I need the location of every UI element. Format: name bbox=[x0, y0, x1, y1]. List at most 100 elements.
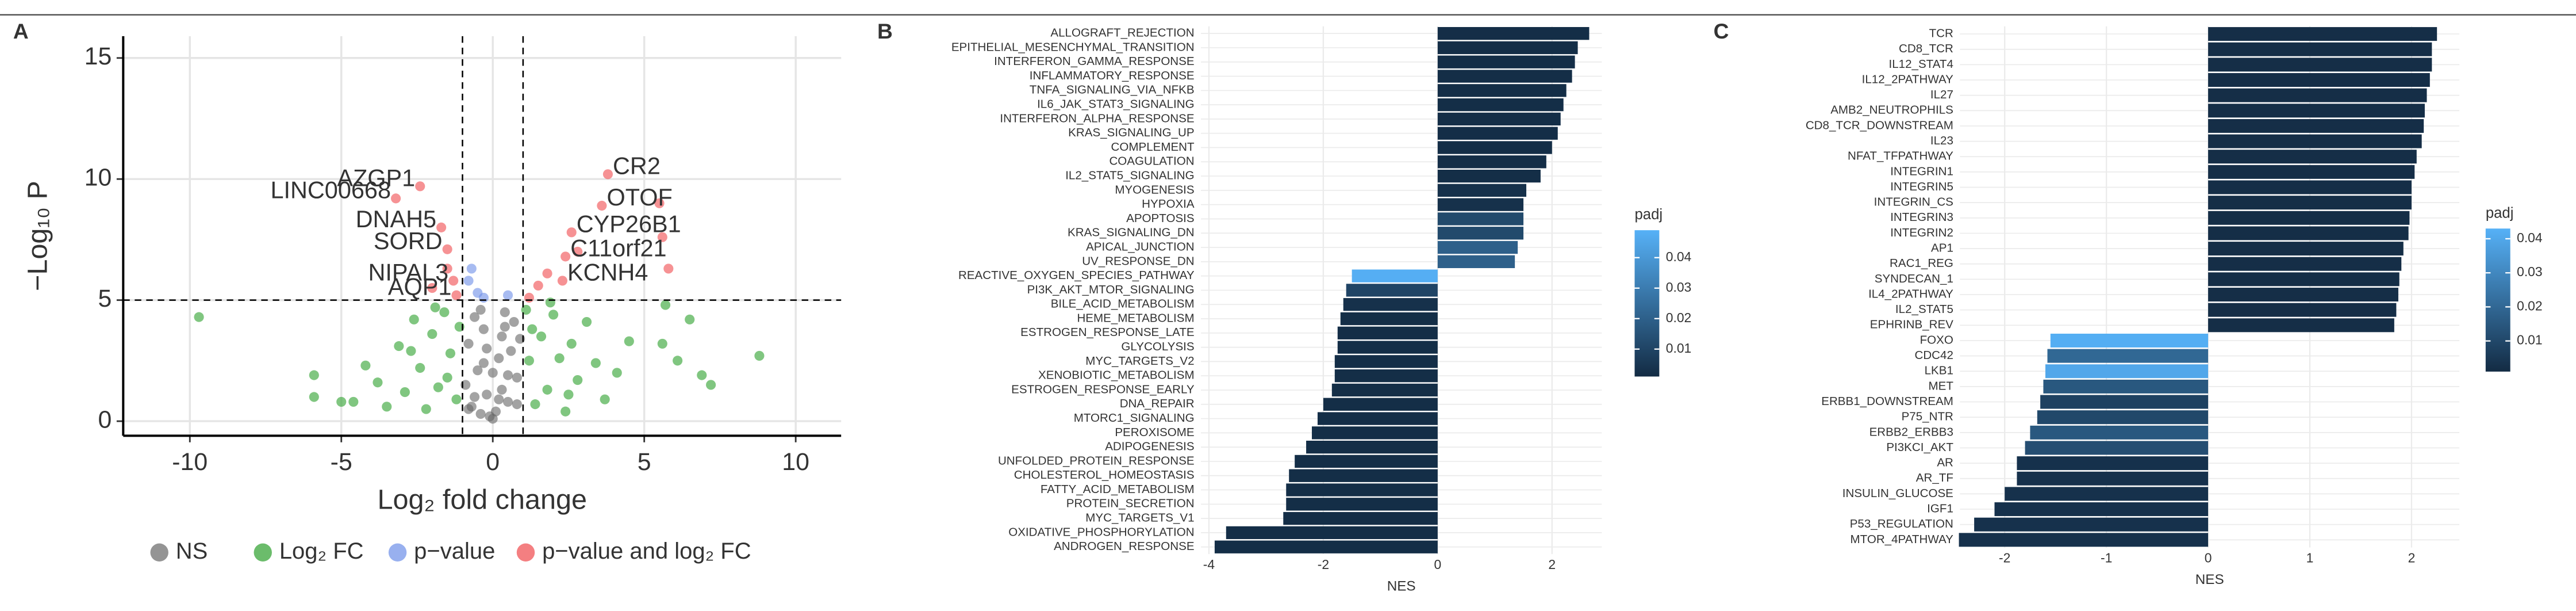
category-label: OXIDATIVE_PHOSPHORYLATION bbox=[1008, 525, 1194, 539]
point bbox=[502, 370, 513, 380]
point bbox=[560, 406, 571, 417]
x-tick-label: 5 bbox=[638, 448, 651, 476]
bar bbox=[2045, 364, 2209, 379]
gene-label: CYP26B1 bbox=[577, 210, 681, 237]
bar bbox=[1317, 412, 1438, 425]
bar bbox=[2208, 211, 2410, 225]
legend-key bbox=[388, 543, 407, 562]
point bbox=[697, 370, 707, 380]
bar bbox=[1437, 141, 1552, 154]
gene-label: AZGP1 bbox=[337, 164, 415, 191]
point bbox=[685, 314, 695, 324]
bar bbox=[2208, 288, 2398, 302]
point bbox=[421, 404, 431, 414]
bar bbox=[2208, 27, 2437, 41]
point bbox=[533, 280, 543, 291]
point bbox=[509, 316, 519, 327]
bar bbox=[1306, 440, 1438, 454]
point bbox=[433, 382, 443, 392]
bar bbox=[1437, 227, 1524, 240]
category-label: P75_NTR bbox=[1902, 410, 1953, 423]
x-tick-label: 0 bbox=[1434, 557, 1441, 572]
bar bbox=[2047, 349, 2209, 363]
point bbox=[430, 302, 440, 312]
point bbox=[451, 394, 462, 404]
x-tick-label: 10 bbox=[782, 448, 809, 476]
bar bbox=[1437, 240, 1518, 254]
x-tick-label: -2 bbox=[1999, 551, 2010, 566]
bar bbox=[1437, 169, 1541, 183]
category-label: INTERFERON_GAMMA_RESPONSE bbox=[994, 55, 1194, 68]
gene-label: CR2 bbox=[613, 152, 661, 179]
legend-label: p−value bbox=[414, 539, 495, 564]
legend-tick-label: 0.03 bbox=[1666, 280, 1692, 295]
category-label: IL23 bbox=[1930, 134, 1953, 147]
bar bbox=[2005, 487, 2209, 501]
category-label: MYOGENESIS bbox=[1115, 183, 1194, 196]
category-label: TNFA_SIGNALING_VIA_NFKB bbox=[1030, 83, 1195, 97]
legend-tick-label: 0.01 bbox=[2517, 333, 2543, 347]
bar bbox=[2208, 42, 2432, 56]
point bbox=[442, 372, 452, 383]
category-label: ERBB1_DOWNSTREAM bbox=[1821, 395, 1953, 408]
bar bbox=[2208, 272, 2400, 287]
category-label: MTOR_4PATHWAY bbox=[1851, 533, 1954, 546]
bar bbox=[1437, 255, 1515, 268]
point bbox=[663, 264, 674, 274]
category-label: IL12_STAT4 bbox=[1889, 58, 1953, 71]
point bbox=[478, 358, 489, 368]
point bbox=[427, 283, 437, 293]
point bbox=[597, 200, 607, 211]
category-label: AR bbox=[1937, 456, 1953, 469]
point bbox=[560, 251, 571, 262]
point bbox=[478, 292, 489, 303]
category-label: BILE_ACID_METABOLISM bbox=[1051, 297, 1195, 311]
point bbox=[497, 384, 507, 395]
category-label: TCR bbox=[1929, 27, 1953, 40]
legend-title: padj bbox=[2486, 205, 2514, 221]
point bbox=[478, 324, 489, 334]
y-tick-label: 15 bbox=[85, 43, 112, 70]
bar bbox=[1346, 284, 1438, 297]
x-tick-label: 2 bbox=[1548, 557, 1556, 572]
category-label: IL6_JAK_STAT3_SIGNALING bbox=[1037, 98, 1195, 111]
bar bbox=[2025, 441, 2209, 455]
point bbox=[673, 356, 683, 366]
point bbox=[612, 368, 622, 378]
legend-tick-label: 0.02 bbox=[2517, 298, 2543, 313]
legend-title: padj bbox=[1634, 207, 1663, 223]
point bbox=[348, 396, 359, 407]
point bbox=[436, 222, 447, 232]
point bbox=[415, 362, 425, 373]
point bbox=[475, 304, 486, 315]
point bbox=[502, 396, 513, 407]
x-tick-label: -5 bbox=[331, 448, 352, 476]
x-tick-label: -4 bbox=[1203, 557, 1215, 572]
x-tick-label: -2 bbox=[1318, 557, 1329, 572]
point bbox=[602, 169, 613, 180]
legend-key bbox=[150, 543, 168, 562]
category-label: CD8_TCR_DOWNSTREAM bbox=[1806, 119, 1953, 132]
y-axis-title: −Log₁₀ P bbox=[22, 181, 53, 291]
gene-label: DNAH5 bbox=[356, 205, 436, 232]
category-label: KRAS_SIGNALING_DN bbox=[1068, 226, 1195, 239]
category-label: ANDROGEN_RESPONSE bbox=[1054, 540, 1195, 553]
x-tick-label: 2 bbox=[2408, 551, 2416, 566]
point bbox=[373, 377, 383, 388]
bar bbox=[1437, 184, 1527, 197]
category-label: MET bbox=[1928, 379, 1953, 392]
bar bbox=[1289, 469, 1438, 482]
point bbox=[530, 399, 540, 410]
bar bbox=[1334, 369, 1438, 383]
category-label: COMPLEMENT bbox=[1111, 140, 1195, 154]
category-label: FOXO bbox=[1920, 333, 1953, 346]
gene-label: OTOF bbox=[606, 184, 672, 211]
legend-label: Log₂ FC bbox=[279, 539, 364, 564]
point bbox=[482, 343, 492, 354]
bar bbox=[1331, 383, 1438, 397]
category-label: PEROXISOME bbox=[1115, 426, 1194, 439]
point bbox=[524, 356, 535, 366]
category-label: NFAT_TFPATHWAY bbox=[1848, 150, 1953, 163]
bar bbox=[2037, 410, 2209, 425]
bar bbox=[2208, 73, 2430, 87]
